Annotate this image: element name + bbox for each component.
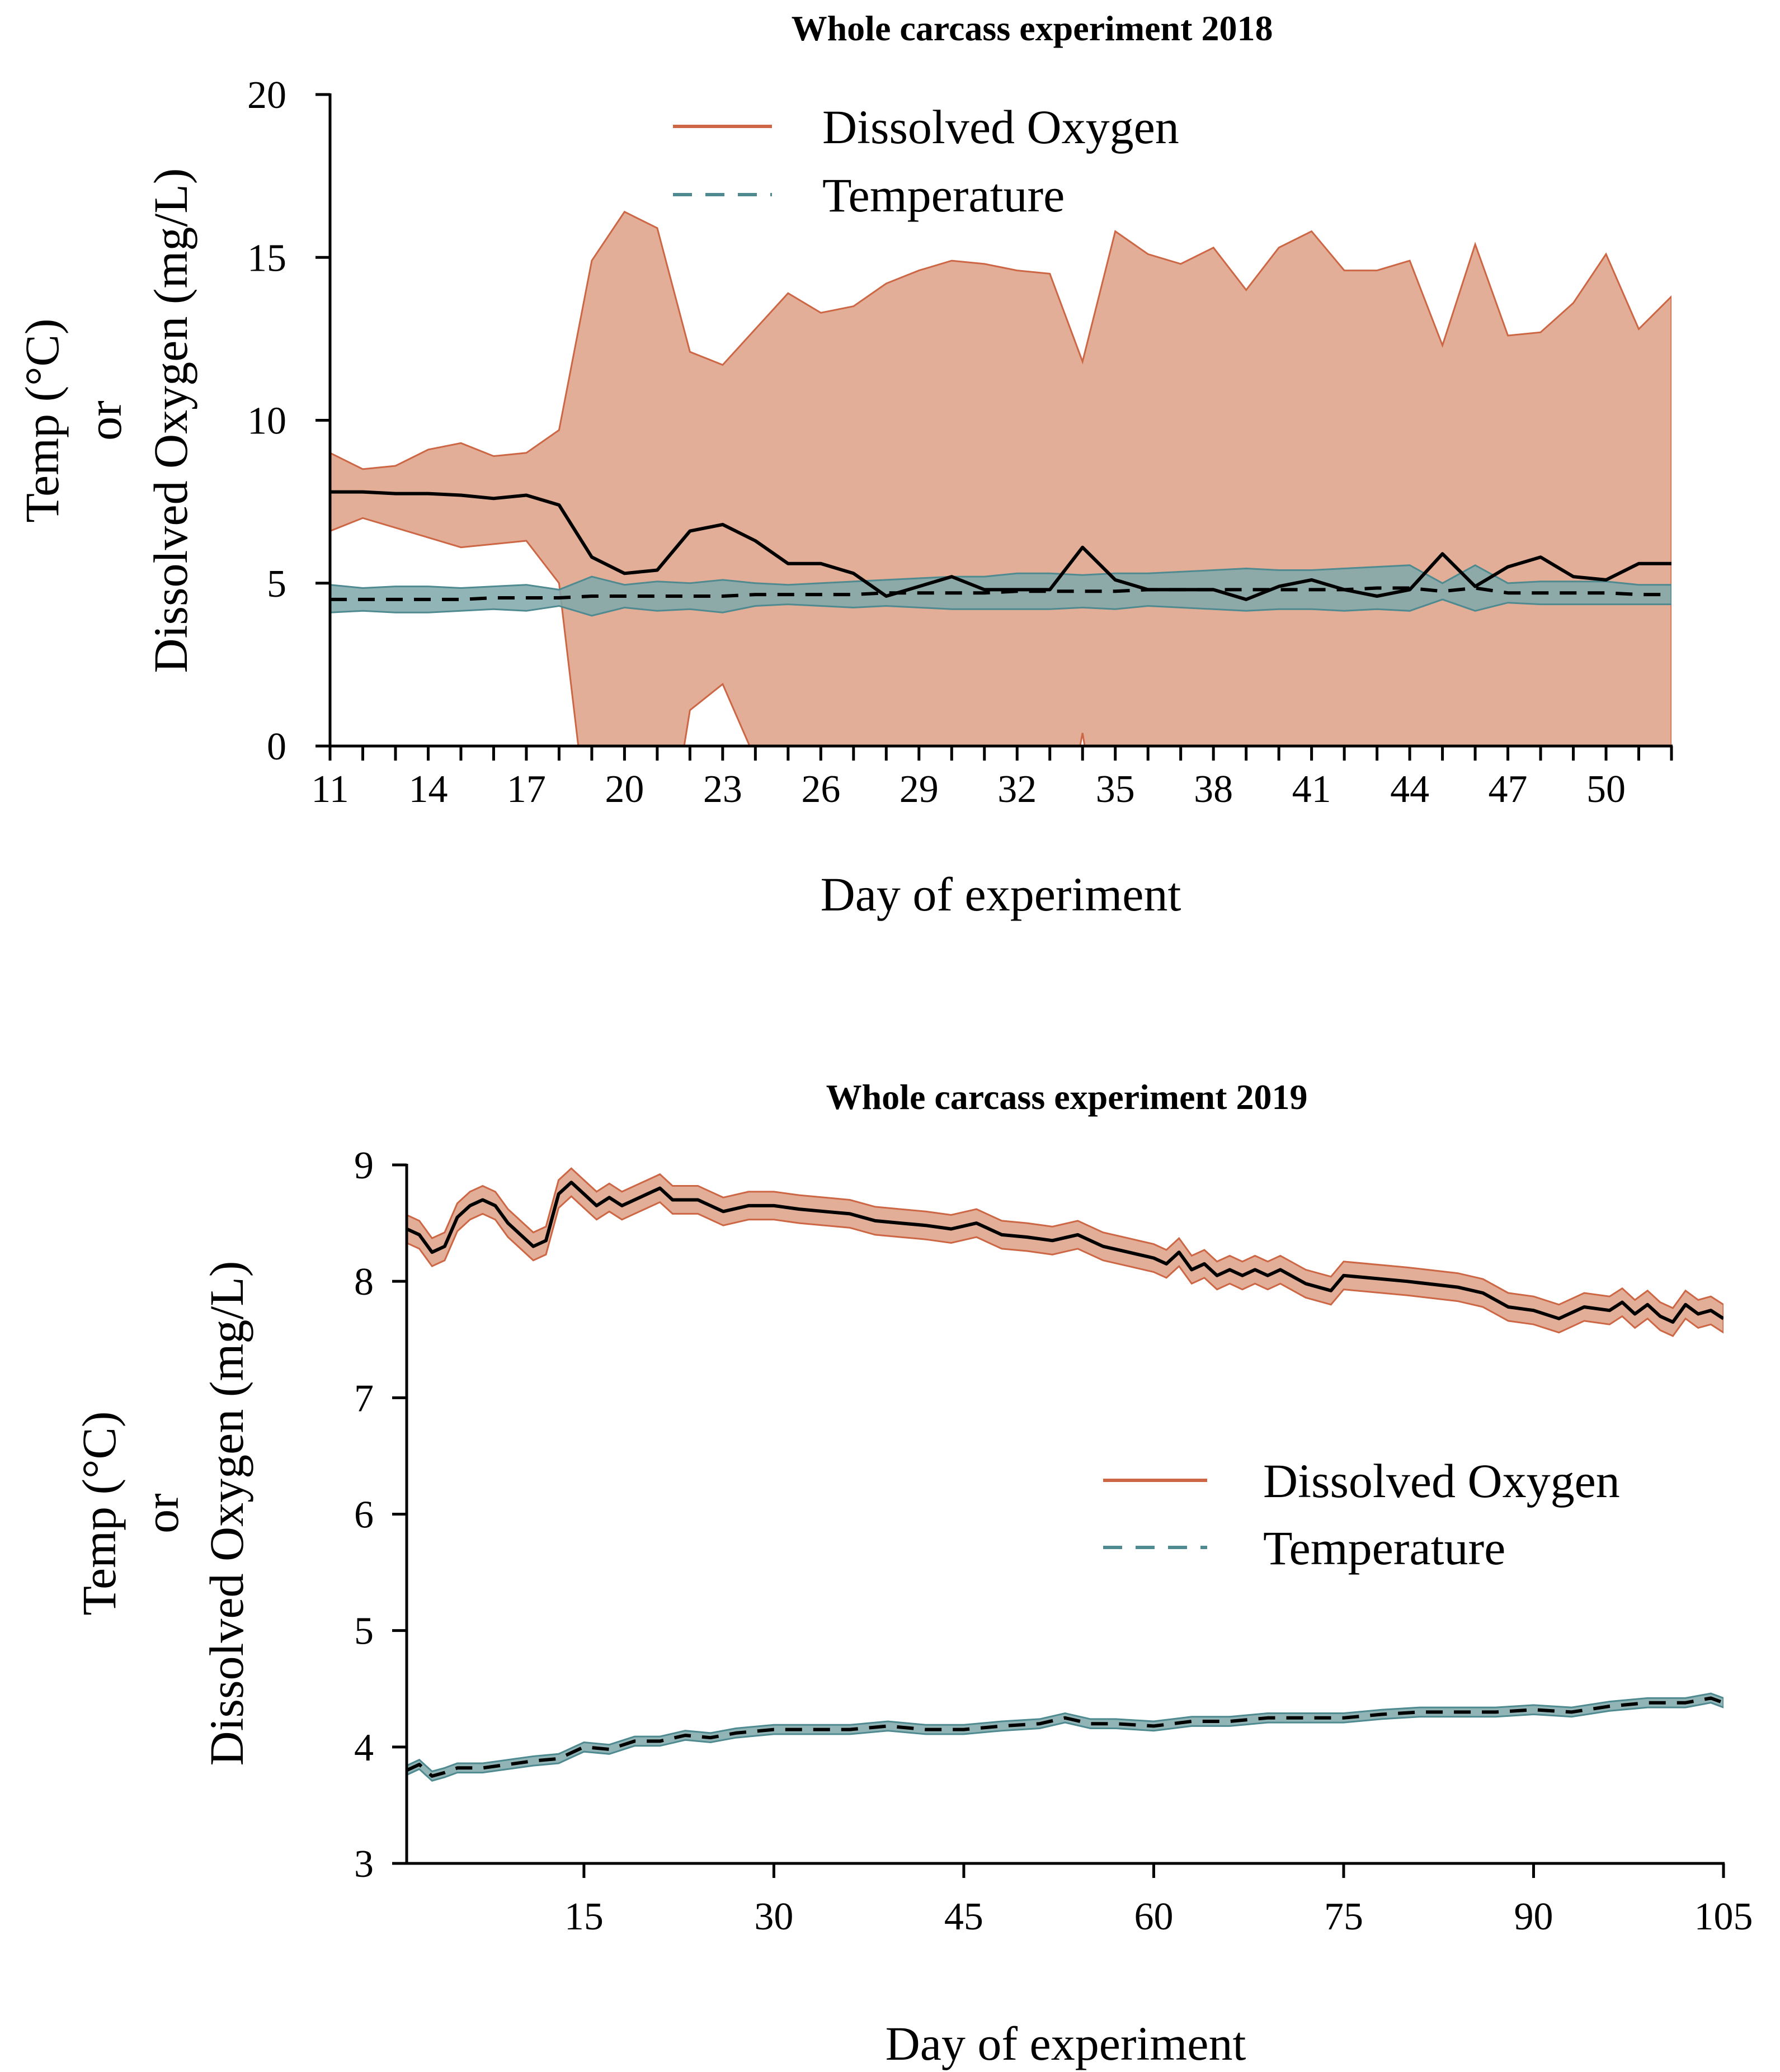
chart-2019-legend: Dissolved Oxygen Temperature [1103,1454,1620,1575]
x-tick-label: 35 [1096,768,1135,811]
x-tick-label: 23 [703,768,742,811]
x-tick-label: 30 [754,1895,793,1938]
y-tick-label: 10 [247,400,286,443]
x-tick-label: 17 [507,768,546,811]
chart-2018-y-axis-title-line-1: Temp (°C) [15,318,69,522]
y-tick-label: 0 [267,725,286,768]
y-tick-label: 5 [354,1610,374,1653]
chart-2019-y-ticks: 3 4 5 6 7 8 9 [354,1144,407,1886]
x-tick-label: 45 [944,1895,983,1938]
x-tick-label: 75 [1324,1895,1363,1938]
y-tick-label: 4 [354,1726,374,1769]
y-tick-label: 7 [354,1377,374,1420]
chart-2018-title: Whole carcass experiment 2018 [792,8,1273,48]
x-tick-label: 105 [1694,1895,1753,1938]
chart-2019-y-axis-title-line-1: Temp (°C) [72,1411,126,1615]
y-tick-label: 6 [354,1494,374,1537]
x-tick-label: 20 [605,768,644,811]
x-tick-label: 15 [564,1895,604,1938]
x-tick-label: 32 [997,768,1037,811]
chart-2019-temp-mean-line [407,1696,1724,1778]
chart-2019-do-mean-line [407,1181,1724,1324]
y-tick-label: 3 [354,1843,374,1886]
y-tick-label: 20 [247,74,286,117]
y-tick-label: 5 [267,563,286,606]
chart-2018-legend-do-label: Dissolved Oxygen [822,100,1179,154]
chart-2019-legend-temp-label: Temperature [1263,1521,1505,1575]
chart-2018-y-axis-title-line-3: Dissolved Oxygen (mg/L) [144,168,197,673]
x-tick-label: 29 [900,768,939,811]
chart-2018-legend: Dissolved Oxygen Temperature [673,100,1179,222]
chart-2019-x-ticks: 15 30 45 60 75 90 105 [564,1863,1753,1938]
x-tick-label: 47 [1489,768,1528,811]
y-tick-label: 15 [247,237,286,280]
x-tick-label: 60 [1134,1895,1173,1938]
chart-2019-y-axis-title-line-3: Dissolved Oxygen (mg/L) [200,1261,253,1766]
chart-2018-legend-temp-label: Temperature [822,168,1065,222]
x-tick-label: 11 [311,768,349,811]
chart-2019-plot-area [407,1167,1724,1782]
chart-2018-y-axis-title: Temp (°C) or Dissolved Oxygen (mg/L) [15,168,197,673]
y-tick-label: 8 [354,1261,374,1304]
chart-2019-temp-band [407,1692,1724,1782]
chart-2018-y-axis-title-line-2: or [78,400,131,441]
chart-2018-x-axis-title: Day of experiment [821,867,1181,921]
x-tick-label: 50 [1586,768,1626,811]
chart-2019-title: Whole carcass experiment 2019 [826,1077,1308,1117]
chart-2018-plot-area [330,210,1671,746]
chart-2018-do-mean-line [330,490,1671,601]
x-tick-label: 38 [1194,768,1233,811]
chart-2019-y-axis-title: Temp (°C) or Dissolved Oxygen (mg/L) [72,1261,253,1766]
chart-2019-legend-do-label: Dissolved Oxygen [1263,1454,1620,1508]
chart-2019-x-axis-title: Day of experiment [886,2017,1246,2070]
x-tick-label: 90 [1514,1895,1553,1938]
y-tick-label: 9 [354,1144,374,1187]
chart-2018: Whole carcass experiment 2018 0 5 10 15 20 1… [15,8,1673,921]
x-tick-label: 26 [801,768,840,811]
x-tick-label: 14 [408,768,448,811]
chart-2018-x-ticks: 11 14 17 20 23 26 29 32 35 38 41 44 47 50 [311,746,1673,811]
x-tick-label: 41 [1292,768,1331,811]
x-tick-label: 44 [1390,768,1429,811]
chart-2018-y-ticks: 0 5 10 15 20 [247,74,330,768]
chart-2018-do-band [330,210,1671,746]
chart-2019-y-axis-title-line-2: or [135,1493,189,1533]
